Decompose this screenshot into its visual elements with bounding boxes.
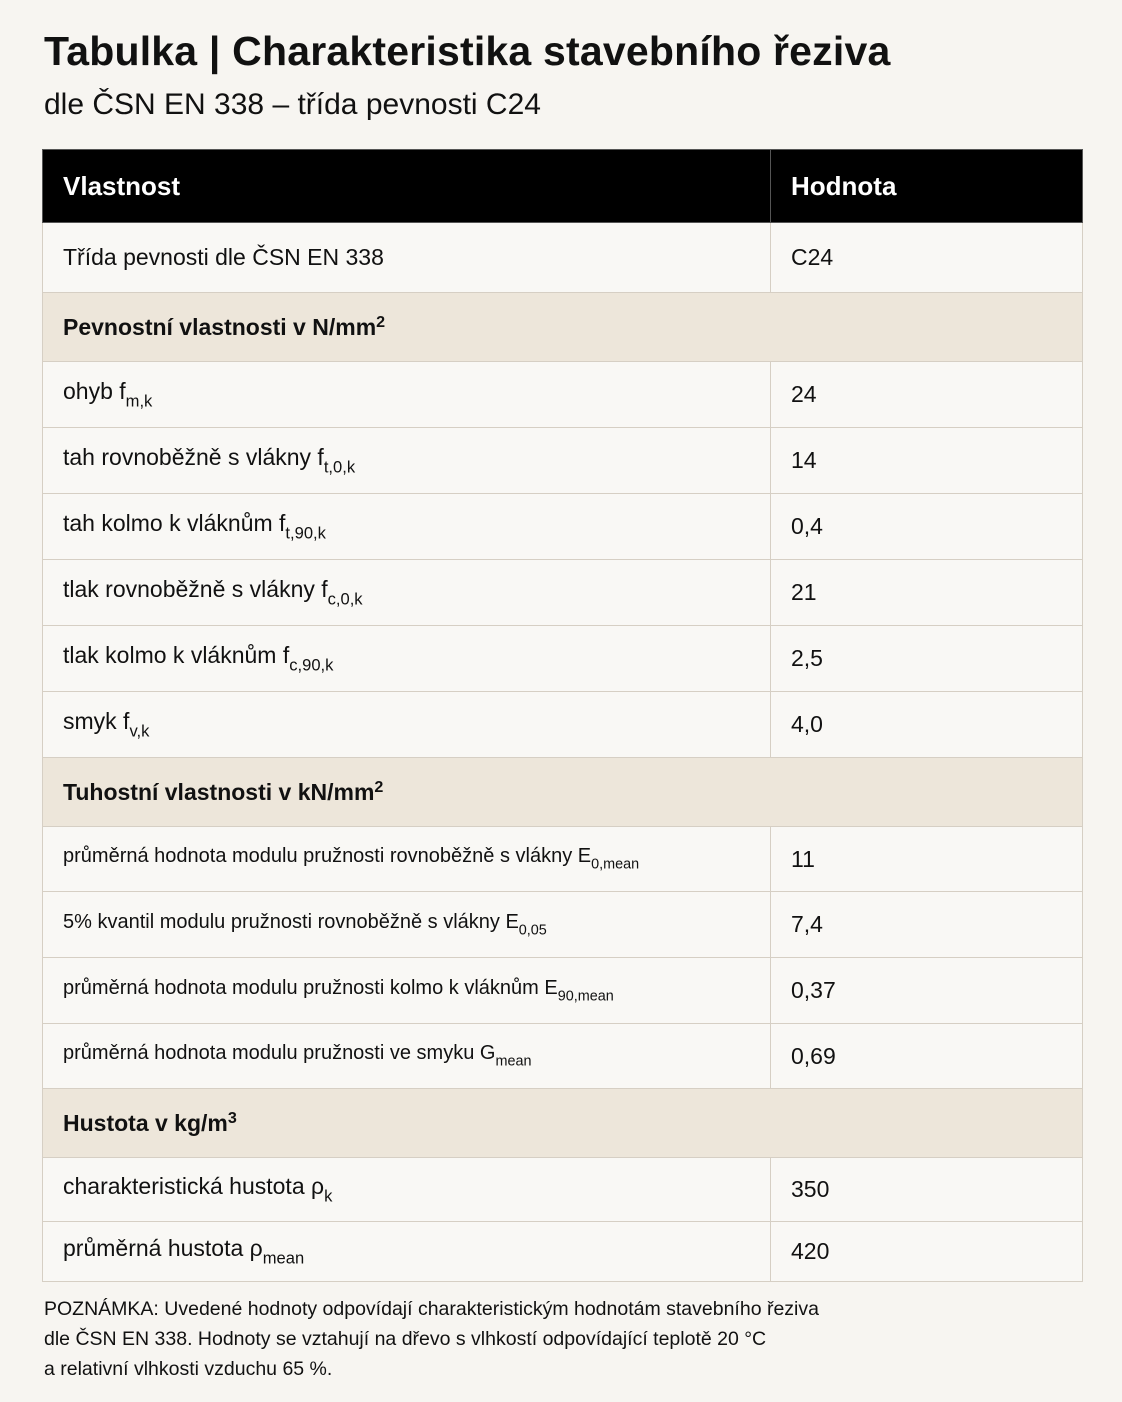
page-title: Tabulka | Charakteristika stavebního řez… [44,28,891,74]
row-label-subscript: m,k [125,391,153,411]
table-row: průměrná hustota ρmean 420 [42,1221,1083,1282]
table-row: Třída pevnosti dle ČSN EN 338 C24 [42,222,1083,293]
row-label-text: průměrná hodnota modulu pružnosti ve smy… [63,1042,496,1065]
row-value: 0,69 [770,1023,1083,1089]
section-title-text: Hustota v kg/m [63,1109,228,1136]
row-label-text: smyk f [63,707,130,734]
footnote: POZNÁMKA: Uvedené hodnoty odpovídají cha… [44,1294,1044,1384]
section-title: Hustota v kg/m3 [42,1088,1083,1158]
table-row: tah kolmo k vláknům ft,90,k 0,4 [42,493,1083,560]
row-label-subscript: t,90,k [285,523,326,543]
row-label-text: tlak rovnoběžně s vlákny f [63,575,328,602]
row-value: 14 [770,427,1083,494]
row-value: 0,4 [770,493,1083,560]
row-label-text: průměrná hodnota modulu pružnosti kolmo … [63,976,558,999]
table-row: průměrná hodnota modulu pružnosti ve smy… [42,1023,1083,1089]
row-label-text: charakteristická hustota ρ [63,1172,325,1199]
properties-table: Vlastnost Hodnota Třída pevnosti dle ČSN… [42,149,1083,1282]
row-label-subscript: c,0,k [327,589,363,609]
row-label-subscript: c,90,k [289,655,334,675]
row-label: tlak rovnoběžně s vlákny fc,0,k [42,559,771,626]
header-value: Hodnota [770,149,1083,223]
row-value: 24 [770,361,1083,428]
footnote-line: dle ČSN EN 338. Hodnoty se vztahují na d… [44,1328,767,1350]
row-label: tlak kolmo k vláknům fc,90,k [42,625,771,692]
section-row: Tuhostní vlastnosti v kN/mm2 [42,757,1083,827]
row-value: 2,5 [770,625,1083,692]
row-label: tah kolmo k vláknům ft,90,k [42,493,771,560]
row-value: 7,4 [770,891,1083,958]
footnote-line: a relativní vlhkosti vzduchu 65 %. [44,1358,333,1380]
row-value: 420 [770,1221,1083,1282]
section-title-sup: 2 [376,312,386,331]
section-row: Pevnostní vlastnosti v N/mm2 [42,292,1083,362]
section-title-sup: 3 [227,1108,237,1127]
section-title-text: Pevnostní vlastnosti v N/mm [63,313,377,340]
table-row: 5% kvantil modulu pružnosti rovnoběžně s… [42,891,1083,958]
row-label-subscript: mean [262,1248,305,1268]
row-label-subscript: t,0,k [323,457,356,477]
footnote-line: POZNÁMKA: Uvedené hodnoty odpovídají cha… [44,1298,819,1320]
row-label: charakteristická hustota ρk [42,1157,771,1222]
section-title: Pevnostní vlastnosti v N/mm2 [42,292,1083,362]
row-label-subscript: 0,05 [518,922,547,939]
row-label-text: tah kolmo k vláknům f [63,509,286,536]
row-label: průměrná hodnota modulu pružnosti rovnob… [42,826,771,892]
row-value: 0,37 [770,957,1083,1024]
header-property: Vlastnost [42,149,771,223]
table-row: charakteristická hustota ρk 350 [42,1157,1083,1222]
row-value: 11 [770,826,1083,892]
row-label-text: tlak kolmo k vláknům f [63,641,290,668]
row-value: 21 [770,559,1083,626]
table-row: smyk fv,k 4,0 [42,691,1083,758]
row-label: průměrná hodnota modulu pružnosti kolmo … [42,957,771,1024]
table-row: průměrná hodnota modulu pružnosti rovnob… [42,826,1083,892]
row-label-subscript: 0,mean [591,856,640,873]
table-row: tah rovnoběžně s vlákny ft,0,k 14 [42,427,1083,494]
section-row: Hustota v kg/m3 [42,1088,1083,1158]
table-row: ohyb fm,k 24 [42,361,1083,428]
table-row: průměrná hodnota modulu pružnosti kolmo … [42,957,1083,1024]
row-label-text: ohyb f [63,377,126,404]
row-label-text: průměrná hodnota modulu pružnosti rovnob… [63,845,592,868]
section-title-text: Tuhostní vlastnosti v kN/mm [63,778,375,805]
table-row: tlak kolmo k vláknům fc,90,k 2,5 [42,625,1083,692]
row-value: 4,0 [770,691,1083,758]
row-label: průměrná hustota ρmean [42,1221,771,1282]
row-label-text: průměrná hustota ρ [63,1234,263,1261]
row-label: smyk fv,k [42,691,771,758]
row-label: Třída pevnosti dle ČSN EN 338 [42,222,771,293]
table-row: tlak rovnoběžně s vlákny fc,0,k 21 [42,559,1083,626]
page-subtitle: dle ČSN EN 338 – třída pevnosti C24 [44,88,541,121]
row-label: 5% kvantil modulu pružnosti rovnoběžně s… [42,891,771,958]
row-label-subscript: v,k [129,721,150,741]
table-header-row: Vlastnost Hodnota [42,149,1083,223]
row-label: tah rovnoběžně s vlákny ft,0,k [42,427,771,494]
row-label-subscript: mean [495,1053,532,1070]
row-value: C24 [770,222,1083,293]
row-label-subscript: 90,mean [557,988,614,1005]
row-label: ohyb fm,k [42,361,771,428]
row-label-subscript: k [324,1186,333,1206]
row-value: 350 [770,1157,1083,1222]
section-title-sup: 2 [374,777,384,796]
row-label-text: tah rovnoběžně s vlákny f [63,443,324,470]
section-title: Tuhostní vlastnosti v kN/mm2 [42,757,1083,827]
row-label: průměrná hodnota modulu pružnosti ve smy… [42,1023,771,1089]
row-label-text: 5% kvantil modulu pružnosti rovnoběžně s… [63,910,519,933]
